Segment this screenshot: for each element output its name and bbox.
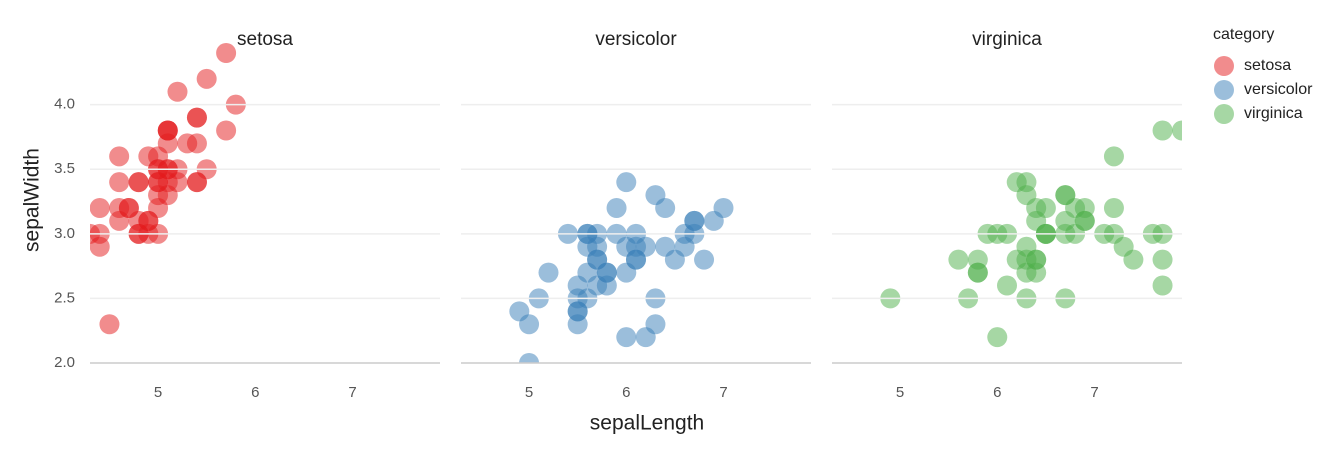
point [1016, 249, 1037, 270]
x-tick-label: 6 [993, 384, 1001, 401]
point [948, 249, 969, 270]
point [1152, 275, 1173, 296]
facet-panel [90, 43, 246, 335]
x-tick-label: 5 [154, 384, 162, 401]
point [1055, 185, 1076, 206]
point [216, 120, 237, 141]
point [177, 133, 198, 154]
y-tick-label: 3.5 [54, 160, 75, 177]
facet-title: virginica [972, 29, 1042, 50]
point [1172, 120, 1182, 141]
x-tick-label: 6 [622, 384, 630, 401]
point [1006, 172, 1027, 193]
point [519, 353, 540, 363]
legend-marker [1214, 56, 1234, 76]
point [90, 198, 110, 218]
point [1103, 146, 1124, 167]
point [128, 172, 149, 193]
x-tick-label: 5 [896, 384, 904, 401]
point [967, 262, 988, 283]
x-tick-label: 7 [1090, 384, 1098, 401]
point [1123, 249, 1144, 270]
point [109, 172, 130, 193]
point [645, 185, 666, 206]
point [997, 275, 1017, 296]
legend-label: versicolor [1244, 81, 1313, 98]
y-axis-label: sepalWidth [21, 148, 44, 252]
y-tick-label: 3.0 [54, 225, 75, 242]
point [1152, 120, 1173, 141]
point [1103, 198, 1124, 218]
x-tick-label: 6 [251, 384, 259, 401]
x-axis-label: sepalLength [590, 412, 704, 435]
point [587, 249, 608, 270]
point [606, 198, 627, 218]
facet-title: setosa [237, 29, 293, 50]
point [167, 81, 188, 102]
x-tick-label: 7 [719, 384, 727, 401]
point [519, 314, 540, 335]
point [596, 275, 617, 296]
point [655, 236, 676, 257]
point [109, 198, 130, 218]
point [703, 210, 724, 231]
y-tick-label: 2.0 [54, 354, 75, 371]
point [645, 314, 666, 335]
legend-label: virginica [1244, 105, 1303, 122]
point [635, 236, 656, 257]
point [616, 327, 637, 348]
y-tick-label: 4.0 [54, 96, 75, 113]
point [616, 172, 637, 193]
point [538, 262, 559, 283]
facet-panel [509, 172, 734, 363]
point [196, 68, 217, 89]
legend-title: category [1213, 26, 1274, 43]
point [684, 210, 705, 231]
y-tick-label: 2.5 [54, 289, 75, 306]
point [216, 43, 237, 63]
legend-marker [1214, 80, 1234, 100]
facet-title: versicolor [595, 29, 677, 50]
point [694, 249, 715, 270]
point [1152, 249, 1173, 270]
point [616, 262, 637, 283]
legend-marker [1214, 104, 1234, 124]
point [186, 107, 207, 128]
point [109, 146, 130, 167]
point [987, 327, 1008, 348]
point [157, 120, 178, 141]
point [99, 314, 120, 335]
point [148, 185, 169, 206]
x-tick-label: 7 [348, 384, 356, 401]
legend-label: setosa [1244, 57, 1291, 74]
x-tick-label: 5 [525, 384, 533, 401]
